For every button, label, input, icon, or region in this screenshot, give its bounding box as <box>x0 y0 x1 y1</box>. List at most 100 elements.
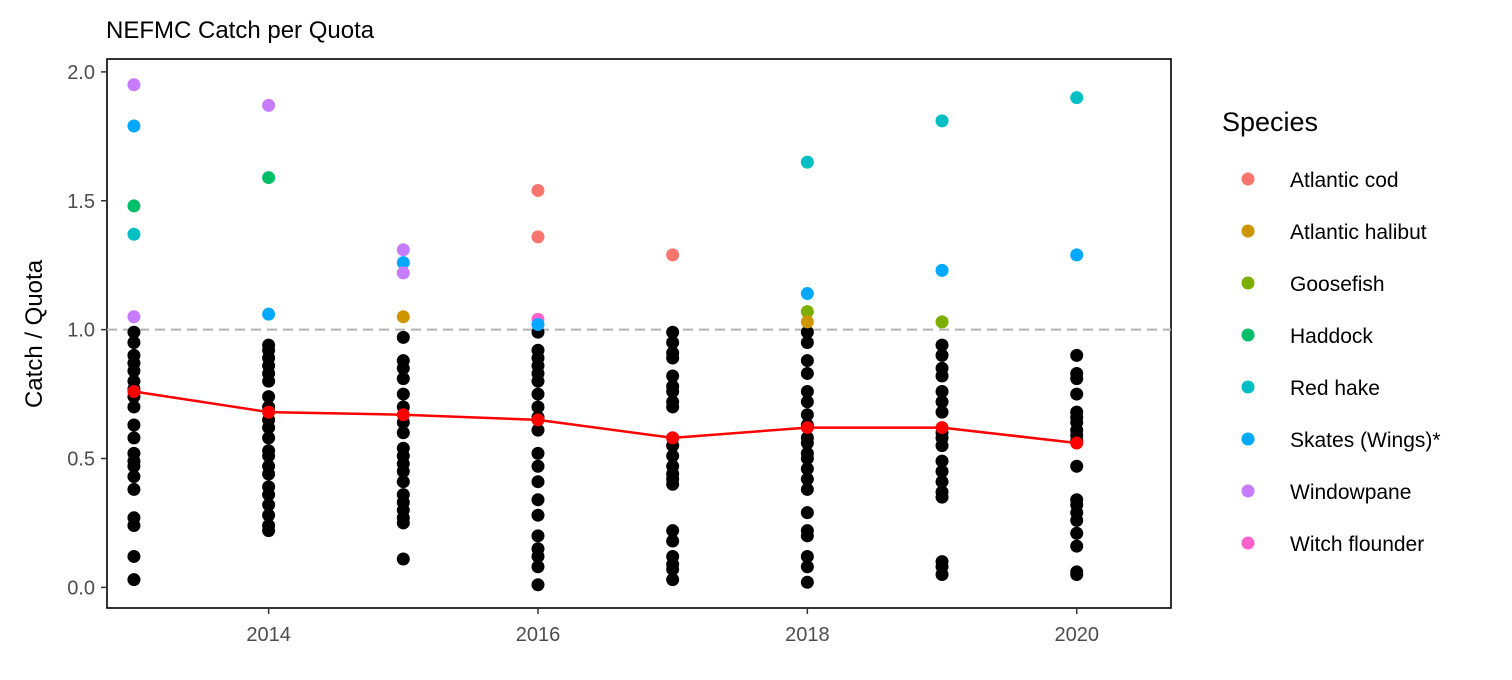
mean-point <box>935 421 949 435</box>
mean-point <box>800 421 814 435</box>
data-point <box>127 470 141 484</box>
data-point <box>666 573 680 587</box>
legend-item-label: Haddock <box>1290 325 1373 348</box>
data-point <box>800 506 814 520</box>
data-point <box>800 408 814 422</box>
data-point <box>666 449 680 463</box>
data-point <box>531 374 545 388</box>
data-point <box>935 369 949 383</box>
data-point <box>666 524 680 538</box>
data-point <box>127 482 141 496</box>
species-point <box>531 183 545 197</box>
species-point <box>262 98 276 112</box>
legend: Species Atlantic cod Atlantic halibut Goos… <box>1222 107 1441 556</box>
data-point <box>396 330 410 344</box>
species-point <box>396 266 410 280</box>
data-point <box>262 524 276 538</box>
species-point <box>935 114 949 128</box>
data-point <box>127 418 141 432</box>
data-point <box>262 498 276 512</box>
data-point <box>800 482 814 496</box>
species-point <box>935 315 949 329</box>
species-point <box>800 287 814 301</box>
data-point <box>666 325 680 339</box>
mean-point <box>666 431 680 445</box>
data-point <box>531 493 545 507</box>
data-point <box>531 423 545 437</box>
y-tick-label: 0.0 <box>67 577 95 599</box>
data-point <box>935 338 949 352</box>
data-point <box>262 390 276 404</box>
data-point <box>531 446 545 460</box>
species-point <box>531 230 545 244</box>
x-tick-label: 2018 <box>785 624 830 646</box>
species-point <box>1070 91 1084 105</box>
data-point <box>800 529 814 543</box>
data-point <box>531 508 545 522</box>
legend-item-label: Atlantic halibut <box>1290 221 1427 244</box>
data-point <box>262 374 276 388</box>
x-tick-label: 2020 <box>1054 624 1099 646</box>
data-point <box>127 573 141 587</box>
data-point <box>800 452 814 466</box>
y-tick-label: 2.0 <box>67 62 95 84</box>
mean-point <box>262 405 276 419</box>
species-point <box>127 199 141 213</box>
x-tick-label: 2014 <box>246 624 291 646</box>
data-point <box>935 395 949 409</box>
data-point <box>935 384 949 398</box>
species-point <box>396 243 410 257</box>
species-point <box>127 310 141 324</box>
data-point <box>127 400 141 414</box>
y-tick-label: 0.5 <box>67 449 95 471</box>
species-point <box>127 227 141 241</box>
species-point <box>800 155 814 169</box>
data-point <box>396 464 410 478</box>
legend-item-label: Atlantic cod <box>1290 169 1399 192</box>
data-point <box>531 387 545 401</box>
data-point <box>800 575 814 589</box>
data-point <box>666 562 680 576</box>
legend-item-label: Goosefish <box>1290 273 1385 296</box>
data-point <box>127 519 141 533</box>
legend-key <box>1241 484 1255 498</box>
data-point <box>666 400 680 414</box>
species-point <box>262 171 276 185</box>
species-point <box>666 248 680 262</box>
plot-border <box>106 58 1172 609</box>
data-point <box>531 529 545 543</box>
data-point <box>531 475 545 489</box>
data-point <box>800 549 814 563</box>
data-point <box>800 354 814 368</box>
legend-item-label: Skates (Wings)* <box>1290 429 1441 452</box>
legend-item-label: Windowpane <box>1290 481 1411 504</box>
data-point <box>262 508 276 522</box>
data-point <box>396 426 410 440</box>
species-point <box>1070 248 1084 262</box>
mean-point <box>396 408 410 422</box>
data-point <box>127 549 141 563</box>
data-point <box>1070 539 1084 553</box>
data-point <box>531 459 545 473</box>
mean-point <box>1070 436 1084 450</box>
species-point <box>800 315 814 329</box>
data-point <box>127 459 141 473</box>
data-point <box>800 560 814 574</box>
legend-item-label: Witch flounder <box>1290 533 1424 556</box>
y-tick-label: 1.5 <box>67 191 95 213</box>
data-point <box>531 549 545 563</box>
data-point <box>935 464 949 478</box>
data-point <box>262 431 276 445</box>
data-point <box>531 578 545 592</box>
data-point <box>800 472 814 486</box>
species-point <box>935 263 949 277</box>
legend-key <box>1241 380 1255 394</box>
legend-key <box>1241 172 1255 186</box>
data-point <box>262 421 276 435</box>
data-point <box>262 488 276 502</box>
data-point <box>127 364 141 378</box>
data-point <box>666 336 680 350</box>
data-point <box>1070 526 1084 540</box>
data-point <box>800 366 814 380</box>
